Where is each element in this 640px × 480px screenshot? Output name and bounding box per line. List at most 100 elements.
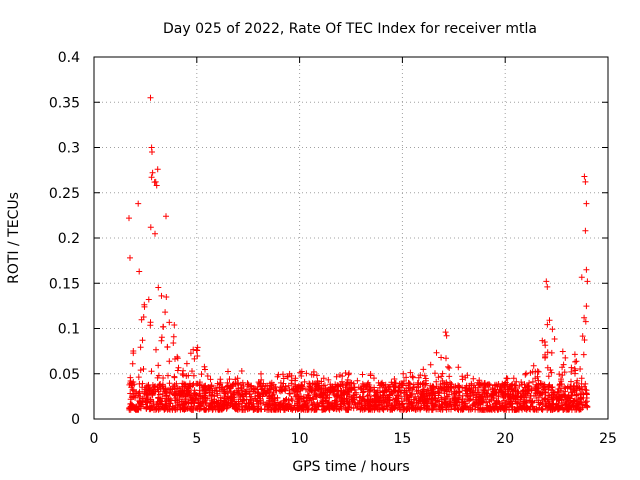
data-point: [147, 224, 154, 231]
data-point: [317, 385, 324, 392]
data-point: [556, 371, 563, 378]
data-point: [282, 397, 289, 403]
data-point: [518, 379, 525, 386]
data-point: [519, 381, 525, 388]
data-point: [319, 406, 325, 413]
data-point: [527, 369, 534, 376]
data-point: [579, 333, 586, 340]
data-point: [268, 382, 275, 389]
data-point: [582, 318, 589, 325]
data-point: [356, 400, 363, 407]
data-points: [126, 94, 591, 413]
data-point: [171, 374, 178, 381]
data-point: [154, 386, 161, 393]
data-point: [244, 380, 251, 387]
data-point: [571, 365, 578, 372]
data-point: [391, 387, 398, 394]
data-point: [183, 360, 190, 367]
data-point: [512, 382, 519, 389]
data-point: [396, 380, 403, 387]
data-point: [403, 374, 410, 381]
data-point: [349, 394, 356, 401]
data-point: [432, 370, 438, 377]
data-point: [470, 375, 477, 382]
data-point: [359, 389, 366, 396]
data-point: [137, 399, 144, 406]
data-point: [441, 381, 448, 388]
data-point: [501, 381, 508, 388]
data-point: [459, 406, 466, 413]
data-point: [493, 403, 500, 410]
data-point: [180, 367, 187, 374]
data-point: [401, 405, 408, 412]
data-point: [394, 392, 401, 399]
data-point: [405, 379, 412, 386]
data-point: [412, 406, 419, 413]
data-point: [580, 351, 587, 358]
data-point: [158, 292, 165, 299]
data-point: [429, 383, 436, 390]
data-point: [446, 373, 453, 380]
data-point: [307, 386, 314, 393]
y-tick-label: 0.05: [49, 367, 80, 383]
data-point: [523, 403, 530, 410]
data-point: [325, 398, 332, 405]
data-point: [237, 381, 244, 388]
x-tick-label: 20: [496, 431, 514, 447]
data-point: [516, 399, 522, 406]
data-point: [248, 398, 255, 405]
data-point: [547, 367, 554, 373]
data-point: [279, 404, 286, 411]
data-point: [252, 395, 259, 402]
data-point: [415, 395, 422, 402]
data-point: [227, 395, 233, 402]
data-point: [531, 392, 537, 399]
data-point: [134, 405, 141, 412]
data-point: [482, 393, 489, 400]
data-point: [138, 316, 145, 323]
data-point: [224, 383, 231, 390]
data-point: [182, 381, 189, 388]
data-point: [198, 371, 205, 378]
data-point: [466, 385, 473, 392]
data-point: [389, 406, 396, 412]
data-point: [185, 372, 192, 379]
data-point: [210, 403, 216, 409]
data-point: [359, 371, 366, 378]
data-point: [173, 380, 180, 387]
data-point: [153, 346, 159, 353]
data-point: [252, 390, 259, 397]
data-point: [435, 390, 442, 397]
data-point: [171, 385, 178, 392]
data-point: [268, 383, 275, 390]
data-point: [320, 390, 327, 396]
data-point: [480, 406, 487, 413]
data-point: [136, 268, 143, 275]
data-point: [174, 385, 181, 392]
data-point: [325, 376, 332, 383]
data-point: [136, 390, 143, 397]
data-point: [582, 178, 589, 185]
data-point: [171, 322, 178, 328]
data-point: [255, 379, 262, 386]
data-point: [330, 388, 337, 395]
data-point: [322, 397, 329, 404]
data-point: [174, 367, 181, 374]
data-point: [520, 400, 527, 407]
data-point: [470, 391, 477, 398]
data-point: [570, 385, 577, 392]
data-point: [372, 392, 379, 399]
data-point: [574, 384, 581, 391]
data-point: [313, 372, 320, 379]
data-point: [276, 387, 283, 394]
data-point: [227, 385, 234, 392]
data-point: [214, 392, 221, 399]
data-point: [290, 386, 297, 393]
data-point: [224, 389, 231, 396]
data-point: [577, 366, 584, 372]
data-point: [292, 393, 299, 400]
data-point: [283, 403, 290, 410]
data-point: [214, 380, 221, 387]
data-point: [557, 385, 564, 392]
data-point: [509, 406, 516, 413]
